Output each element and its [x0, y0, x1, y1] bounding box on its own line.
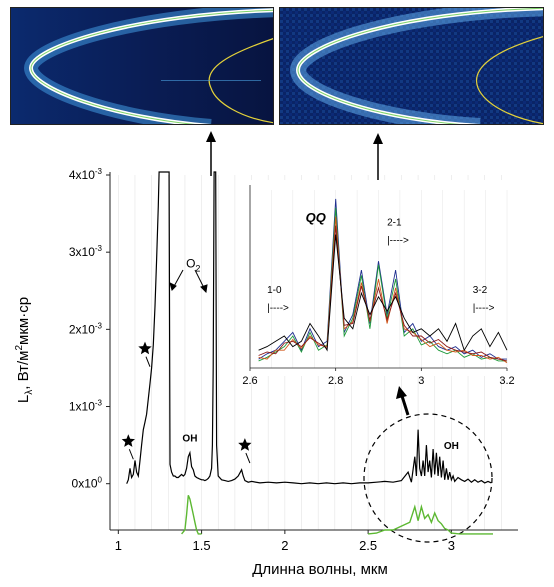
x-tick-label: 1 — [115, 538, 122, 553]
inset-annotation: 1-0 — [267, 285, 282, 296]
inset-series-line — [258, 216, 508, 364]
y-tick-label: 0x100 — [72, 476, 103, 491]
inset-annotation: |----> — [387, 235, 409, 246]
x-tick-label: 3 — [448, 538, 455, 553]
annotation-label: O2 — [186, 257, 200, 274]
inset-annotation: |----> — [473, 303, 495, 314]
inset-x-tick-label: 3.2 — [499, 375, 514, 387]
arrow-to-inset — [396, 386, 410, 416]
inset-chart: 2.6 2.8 3 3.2 QQ 1-0 |----> 2-1 |----> 3-2 |----> — [242, 180, 515, 387]
star-icon — [138, 341, 152, 355]
x-tick-label: 2.5 — [359, 538, 377, 553]
x-axis-label: Длинна волны, мкм — [252, 561, 388, 578]
inset-x-tick-label: 2.8 — [328, 375, 343, 387]
star-pointer — [145, 356, 151, 367]
inset-annotation: QQ — [306, 210, 326, 225]
inset-annotation: 2-1 — [387, 218, 402, 229]
star-icon — [238, 438, 252, 451]
x-tick-label: 2 — [281, 538, 288, 553]
y-axis-label: Lλ, Вт/м2мкм·ср — [14, 297, 35, 403]
annotation-label: OH — [182, 433, 197, 444]
inset-annotation: |----> — [267, 303, 289, 314]
y-tick-label: 3x10-3 — [69, 244, 103, 259]
annotation-label: OH — [444, 441, 459, 452]
o2-arrows — [169, 269, 208, 294]
oh-highlight-circle — [363, 413, 493, 543]
main-spectrum-line — [126, 171, 492, 485]
y-tick-label: 2x10-3 — [69, 321, 103, 336]
inset-x-tick-label: 3 — [418, 375, 424, 387]
inset-annotation: 3-2 — [473, 285, 488, 296]
inset-series-line — [258, 234, 508, 352]
star-pointer — [245, 452, 251, 464]
y-tick-label: 4x10-3 — [69, 167, 103, 182]
star-pointer — [128, 449, 134, 460]
star-icon — [121, 434, 135, 447]
inset-x-tick-label: 2.6 — [242, 375, 257, 387]
svg-text:Lλ, Вт/м2мкм·ср: Lλ, Вт/м2мкм·ср — [14, 297, 35, 403]
model-spectrum-line — [181, 495, 493, 535]
inset-series-line — [258, 207, 507, 362]
x-tick-label: 1.5 — [193, 538, 211, 553]
arrow-up-icon — [206, 131, 216, 176]
spectrogram-right — [279, 7, 544, 125]
spectrogram-left — [10, 7, 274, 125]
y-tick-label: 1x10-3 — [69, 399, 103, 414]
